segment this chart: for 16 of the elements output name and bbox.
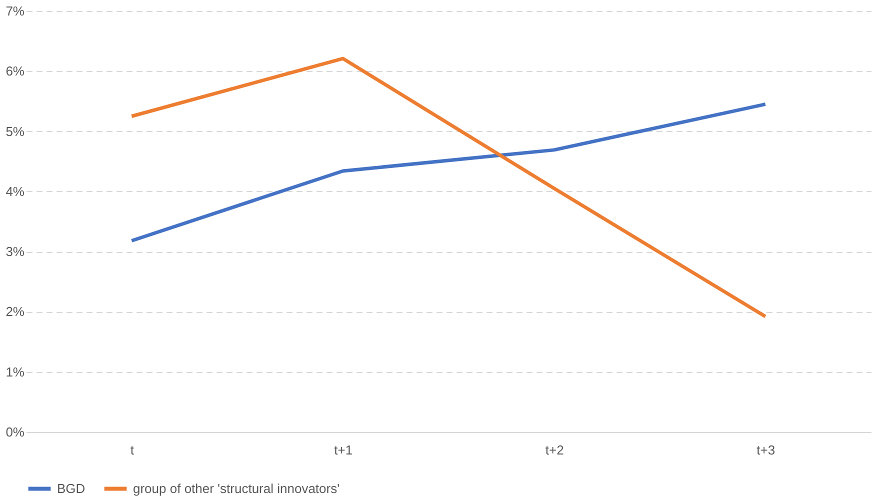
- y-tick-label: 3%: [6, 244, 25, 260]
- y-tick-label: 0%: [6, 424, 25, 440]
- x-tick-label: t+1: [334, 442, 353, 458]
- x-tick-label: t+2: [545, 442, 564, 458]
- legend-label: group of other 'structural innovators': [133, 480, 340, 496]
- line-series: [130, 56, 768, 318]
- x-tick-label: t+3: [756, 442, 776, 458]
- y-tick-label: 6%: [6, 64, 25, 79]
- x-tick-label: t: [130, 442, 134, 458]
- line-series: [130, 102, 768, 242]
- y-tick-label: 5%: [6, 124, 25, 139]
- y-tick-label: 4%: [6, 184, 25, 199]
- legend-label: BGD: [57, 480, 86, 496]
- y-tick-label: 1%: [6, 364, 25, 380]
- y-tick-label: 7%: [6, 4, 25, 18]
- y-tick-label: 2%: [6, 304, 25, 320]
